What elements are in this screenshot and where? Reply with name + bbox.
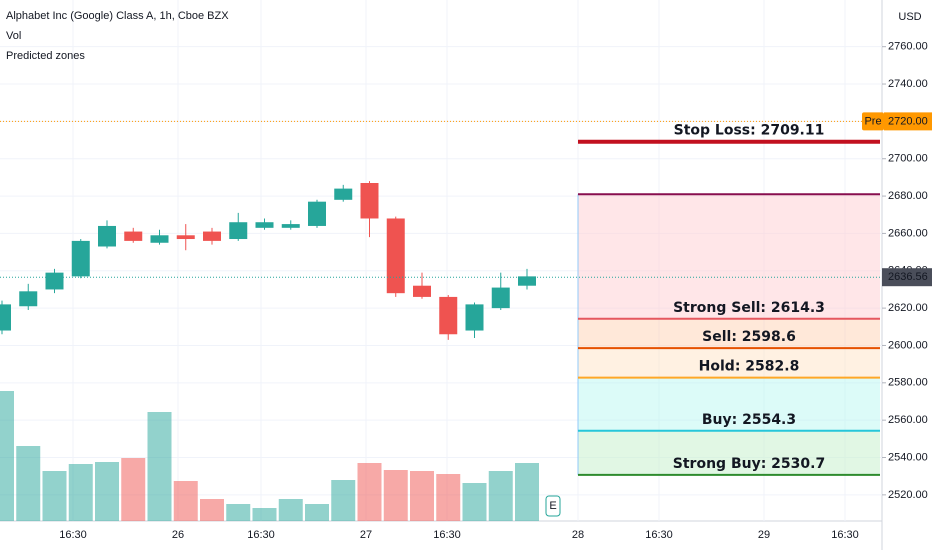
volume-bar bbox=[147, 412, 172, 521]
x-tick-label: 28 bbox=[572, 529, 584, 541]
y-tick-label: 2700.00 bbox=[888, 153, 928, 165]
zone-label: Strong Sell: 2614.3 bbox=[673, 300, 825, 316]
volume-bar bbox=[410, 471, 434, 521]
zone-fill bbox=[578, 194, 880, 319]
zone-fill bbox=[578, 377, 880, 431]
y-tick-label: 2600.00 bbox=[888, 339, 928, 351]
candle-body bbox=[0, 304, 11, 331]
candle-body bbox=[413, 285, 431, 297]
volume-bar bbox=[226, 504, 251, 521]
volume-bar bbox=[383, 470, 408, 521]
x-tick-label: 16:30 bbox=[831, 529, 859, 541]
candle-body bbox=[491, 287, 510, 309]
last-price-box bbox=[882, 268, 932, 287]
volume-bar bbox=[515, 463, 539, 521]
volume-bar bbox=[95, 462, 119, 521]
earnings-badge-box bbox=[545, 495, 561, 517]
zone-label: Stop Loss: 2709.11 bbox=[674, 123, 825, 139]
volume-bar bbox=[0, 391, 14, 521]
candle-body bbox=[308, 201, 326, 226]
zone-fill bbox=[578, 348, 880, 378]
y-tick-label: 2620.00 bbox=[888, 302, 928, 314]
volume-bar bbox=[173, 481, 198, 521]
x-tick-label: 29 bbox=[758, 529, 770, 541]
y-tick-label: 2760.00 bbox=[888, 41, 928, 53]
zone-label: Buy: 2554.3 bbox=[702, 412, 796, 428]
candle-body bbox=[518, 276, 536, 286]
x-tick-label: 16:30 bbox=[433, 529, 461, 541]
currency-box bbox=[896, 8, 924, 26]
x-tick-label: 27 bbox=[360, 529, 372, 541]
chart-title: Alphabet Inc (Google) Class A, 1h, Cboe … bbox=[6, 10, 229, 22]
pre-tag: Pre bbox=[864, 115, 881, 127]
earnings-badge: E bbox=[549, 500, 556, 512]
volume-bar bbox=[305, 504, 329, 521]
candle-body bbox=[19, 291, 38, 307]
legend-item: Predicted zones bbox=[6, 50, 85, 62]
volume-bar bbox=[16, 446, 41, 521]
volume-bar bbox=[200, 499, 224, 521]
volume-bar bbox=[331, 480, 356, 521]
candle-body bbox=[71, 240, 90, 277]
y-tick-label: 2680.00 bbox=[888, 190, 928, 202]
zone-label: Hold: 2582.8 bbox=[699, 359, 800, 375]
candle-body bbox=[281, 224, 300, 228]
last-price-label: 2636.56 bbox=[888, 271, 928, 283]
candle-body bbox=[98, 225, 116, 247]
y-tick-label: 2740.00 bbox=[888, 78, 928, 90]
candle-body bbox=[203, 231, 221, 241]
volume-bar bbox=[357, 463, 382, 521]
y-tick-label: 2660.00 bbox=[888, 227, 928, 239]
candle-body bbox=[439, 296, 458, 335]
y-tick-label: 2560.00 bbox=[888, 414, 928, 426]
x-tick-label: 16:30 bbox=[247, 529, 275, 541]
y-tick-label: 2520.00 bbox=[888, 489, 928, 501]
volume-bar bbox=[42, 471, 67, 521]
zone-label: Sell: 2598.6 bbox=[702, 329, 796, 345]
pre-tag-box bbox=[862, 112, 884, 131]
candle-body bbox=[386, 218, 405, 294]
x-tick-label: 26 bbox=[172, 529, 184, 541]
pre-price-label: 2720.00 bbox=[888, 115, 928, 127]
candle-body bbox=[360, 183, 379, 219]
candle-body bbox=[176, 235, 195, 240]
candle-body bbox=[465, 304, 484, 331]
zone-fill bbox=[578, 318, 880, 349]
candle-body bbox=[229, 222, 248, 240]
zone-fill bbox=[578, 430, 880, 475]
volume-bar bbox=[68, 464, 93, 521]
currency: USD bbox=[898, 11, 921, 23]
x-tick-label: 16:30 bbox=[59, 529, 87, 541]
volume-bar bbox=[278, 499, 303, 521]
candle-body bbox=[255, 222, 274, 228]
candle-body bbox=[334, 188, 353, 200]
legend-item: Vol bbox=[6, 30, 21, 42]
candle-body bbox=[124, 231, 143, 241]
candle-body bbox=[45, 272, 64, 290]
volume-bar bbox=[121, 458, 146, 521]
candle-body bbox=[150, 235, 169, 243]
volume-bar bbox=[436, 474, 461, 521]
volume-bar bbox=[488, 471, 513, 521]
volume-bar bbox=[252, 508, 277, 521]
volume-bar bbox=[462, 483, 487, 521]
y-tick-label: 2540.00 bbox=[888, 451, 928, 463]
y-tick-label: 2580.00 bbox=[888, 377, 928, 389]
zone-label: Strong Buy: 2530.7 bbox=[673, 456, 825, 472]
pre-price-box bbox=[884, 112, 932, 131]
x-tick-label: 16:30 bbox=[645, 529, 673, 541]
